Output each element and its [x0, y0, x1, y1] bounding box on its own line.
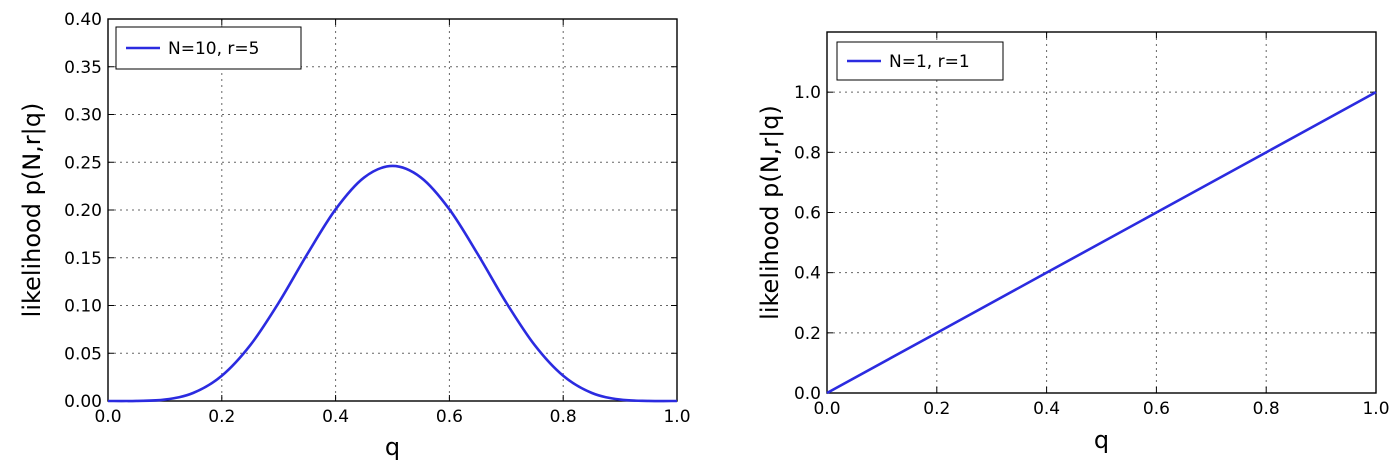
x-axis-label: q [1094, 426, 1109, 454]
x-tick-label: 1.0 [663, 407, 690, 427]
y-tick-label: 0.6 [794, 204, 821, 224]
legend: N=1, r=1 [836, 41, 1004, 81]
y-tick-label: 0.40 [64, 10, 102, 30]
y-tick-label: 0.2 [794, 324, 821, 344]
y-tick-label: 0.05 [64, 344, 102, 364]
y-tick-label: 0.10 [64, 297, 102, 317]
plot-frame [826, 31, 1377, 394]
likelihood-chart-right: 0.0 0.2 0.4 0.6 0.8 1.0 0.0 0.2 0.4 0.6 0.8 1.0 q lik… [756, 31, 1390, 454]
x-tick-label: 0.2 [208, 407, 235, 427]
x-tick-label: 0.8 [1253, 399, 1280, 419]
series-line [826, 91, 1377, 395]
y-tick-label: 0.0 [794, 384, 821, 404]
x-tick-label: 0.6 [1143, 399, 1170, 419]
x-tick-label: 0.0 [94, 407, 121, 427]
y-tick-label: 0.15 [64, 249, 102, 269]
y-axis-label: likelihood p(N,r|q) [18, 103, 46, 318]
y-tick-label: 0.00 [64, 392, 102, 412]
y-tick-label: 0.4 [794, 264, 821, 284]
legend-label: N=1, r=1 [889, 52, 970, 72]
y-tick-label: 0.20 [64, 201, 102, 221]
x-tick-label: 1.0 [1362, 399, 1389, 419]
y-tick-label: 0.8 [794, 143, 821, 163]
x-tick-label: 0.4 [1033, 399, 1060, 419]
x-tick-label: 0.6 [436, 407, 463, 427]
x-tick-label: 0.2 [923, 399, 950, 419]
x-tick-label: 0.4 [322, 407, 349, 427]
likelihood-chart-left: 0.0 0.2 0.4 0.6 0.8 1.0 0.00 0.05 0.10 0.15 0.20 0.… [18, 10, 691, 461]
y-tick-label: 0.35 [64, 58, 102, 78]
x-tick-label: 0.0 [813, 399, 840, 419]
y-tick-label: 0.30 [64, 106, 102, 126]
x-axis-label: q [385, 433, 400, 461]
y-axis-label: likelihood p(N,r|q) [756, 105, 784, 320]
x-tick-label: 0.8 [550, 407, 577, 427]
y-tick-label: 0.25 [64, 153, 102, 173]
legend: N=10, r=5 [115, 26, 302, 70]
y-tick-label: 1.0 [794, 83, 821, 103]
legend-label: N=10, r=5 [168, 39, 259, 59]
series-line [107, 164, 678, 403]
